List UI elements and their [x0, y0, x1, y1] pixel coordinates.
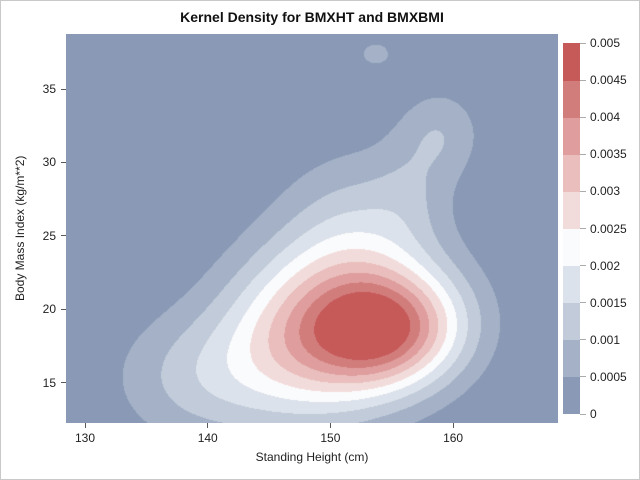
legend-tick-mark — [580, 79, 586, 81]
y-tick-label: 20 — [42, 302, 56, 317]
legend-band — [563, 117, 580, 155]
legend-tick-label: 0.004 — [590, 110, 621, 125]
density-plot-canvas — [66, 34, 558, 423]
x-tick-mark — [207, 423, 209, 428]
legend-tick-label: 0.0025 — [590, 221, 627, 236]
x-tick-label: 130 — [75, 431, 96, 445]
y-tick-label: 30 — [42, 155, 56, 170]
y-tick-label: 35 — [42, 82, 56, 97]
legend-tick-label: 0.0045 — [590, 73, 627, 88]
x-tick-mark — [84, 423, 86, 428]
legend-band — [563, 43, 580, 81]
legend-band — [563, 302, 580, 341]
y-tick-mark — [61, 161, 66, 163]
legend-tick-mark — [580, 339, 586, 341]
x-tick-mark — [329, 423, 331, 428]
legend-tick-label: 0.002 — [590, 258, 621, 273]
legend-band — [563, 191, 580, 229]
chart-title: Kernel Density for BMXHT and BMXBMI — [180, 9, 444, 25]
legend-band — [563, 228, 580, 267]
legend-tick-mark — [580, 228, 586, 229]
legend-band — [563, 80, 580, 118]
x-tick-label: 160 — [443, 431, 464, 445]
x-axis-title: Standing Height (cm) — [255, 450, 369, 464]
x-tick-label: 140 — [197, 431, 218, 445]
legend-tick-mark — [580, 302, 586, 304]
legend-tick-label: 0.005 — [590, 36, 621, 50]
y-tick-mark — [61, 382, 66, 384]
legend-tick-mark — [580, 42, 586, 44]
legend-tick-mark — [580, 376, 586, 378]
legend-tick-label: 0.0035 — [590, 147, 627, 162]
legend-tick-label: 0 — [590, 407, 597, 421]
y-tick-mark — [61, 88, 66, 90]
y-tick-label: 15 — [42, 375, 56, 390]
x-tick-mark — [452, 423, 454, 428]
legend-tick-mark — [580, 190, 586, 192]
y-tick-label: 25 — [42, 228, 56, 243]
legend-tick-mark — [580, 265, 586, 267]
legend-tick-label: 0.0005 — [590, 369, 627, 384]
legend-tick-mark — [580, 413, 586, 415]
x-tick-label: 150 — [320, 431, 341, 445]
y-tick-mark — [61, 308, 66, 310]
legend-band — [563, 376, 580, 415]
y-tick-mark — [61, 235, 66, 237]
legend-tick-label: 0.0015 — [590, 295, 627, 310]
legend-tick-mark — [580, 153, 586, 155]
legend-band — [563, 265, 580, 304]
legend-band — [563, 154, 580, 192]
legend-band — [563, 339, 580, 378]
legend-tick-label: 0.001 — [590, 332, 621, 347]
legend-tick-mark — [580, 116, 586, 118]
legend-tick-label: 0.003 — [590, 184, 621, 199]
